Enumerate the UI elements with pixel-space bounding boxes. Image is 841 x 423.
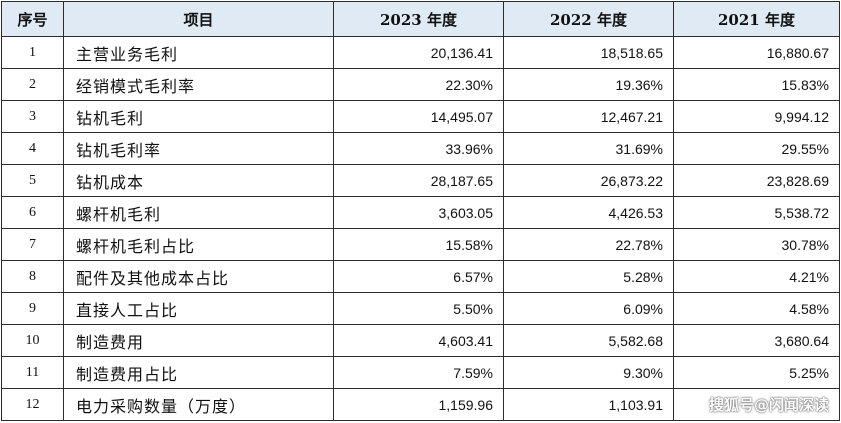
header-2022: 2022 年度 xyxy=(503,1,674,37)
cell-2021: 3,680.64 xyxy=(673,324,840,357)
cell-2021: 5,538.72 xyxy=(673,196,840,229)
cell-seq: 9 xyxy=(1,292,64,325)
table-row: 1 主营业务毛利 20,136.41 18,518.65 16,880.67 xyxy=(1,36,840,69)
table-row: 9 直接人工占比 5.50% 6.09% 4.58% xyxy=(1,292,840,325)
cell-2023: 22.30% xyxy=(333,68,504,101)
table-row: 8 配件及其他成本占比 6.57% 5.28% 4.21% xyxy=(1,260,840,293)
cell-seq: 2 xyxy=(1,68,64,101)
cell-2023: 20,136.41 xyxy=(333,36,504,69)
table-row: 12 电力采购数量（万度） 1,159.96 1,103.91 xyxy=(1,388,840,421)
cell-item: 钻机毛利 xyxy=(63,100,334,133)
cell-2022: 9.30% xyxy=(503,356,674,389)
cell-seq: 6 xyxy=(1,196,64,229)
table-row: 2 经销模式毛利率 22.30% 19.36% 15.83% xyxy=(1,68,840,101)
table-row: 4 钻机毛利率 33.96% 31.69% 29.55% xyxy=(1,132,840,165)
cell-seq: 3 xyxy=(1,100,64,133)
cell-2022: 4,426.53 xyxy=(503,196,674,229)
cell-item: 螺杆机毛利占比 xyxy=(63,228,334,261)
cell-2021: 4.58% xyxy=(673,292,840,325)
table-body: 1 主营业务毛利 20,136.41 18,518.65 16,880.67 2 经销模式毛… xyxy=(1,36,840,421)
table-row: 10 制造费用 4,603.41 5,582.68 3,680.64 xyxy=(1,324,840,357)
table-header: 序号 项目 2023 年度 2022 年度 2021 年度 xyxy=(1,1,840,37)
cell-2023: 14,495.07 xyxy=(333,100,504,133)
cell-2023: 3,603.05 xyxy=(333,196,504,229)
cell-seq: 10 xyxy=(1,324,64,357)
cell-seq: 5 xyxy=(1,164,64,197)
cell-2022: 6.09% xyxy=(503,292,674,325)
cell-2021: 30.78% xyxy=(673,228,840,261)
cell-seq: 7 xyxy=(1,228,64,261)
cell-2022: 1,103.91 xyxy=(503,388,674,421)
table-row: 6 螺杆机毛利 3,603.05 4,426.53 5,538.72 xyxy=(1,196,840,229)
cell-item: 钻机成本 xyxy=(63,164,334,197)
cell-2023: 7.59% xyxy=(333,356,504,389)
cell-item: 主营业务毛利 xyxy=(63,36,334,69)
header-2021: 2021 年度 xyxy=(673,1,840,37)
table-row: 3 钻机毛利 14,495.07 12,467.21 9,994.12 xyxy=(1,100,840,133)
cell-2022: 18,518.65 xyxy=(503,36,674,69)
cell-2023: 28,187.65 xyxy=(333,164,504,197)
cell-2021: 5.25% xyxy=(673,356,840,389)
table-row: 11 制造费用占比 7.59% 9.30% 5.25% xyxy=(1,356,840,389)
cell-2022: 22.78% xyxy=(503,228,674,261)
table-row: 5 钻机成本 28,187.65 26,873.22 23,828.69 xyxy=(1,164,840,197)
header-seq: 序号 xyxy=(1,1,64,37)
table-row: 7 螺杆机毛利占比 15.58% 22.78% 30.78% xyxy=(1,228,840,261)
cell-2021 xyxy=(673,388,840,421)
cell-2021: 9,994.12 xyxy=(673,100,840,133)
cell-seq: 4 xyxy=(1,132,64,165)
cell-2021: 29.55% xyxy=(673,132,840,165)
cell-2022: 5,582.68 xyxy=(503,324,674,357)
cell-item: 钻机毛利率 xyxy=(63,132,334,165)
cell-item: 配件及其他成本占比 xyxy=(63,260,334,293)
cell-2022: 5.28% xyxy=(503,260,674,293)
cell-2023: 6.57% xyxy=(333,260,504,293)
header-item: 项目 xyxy=(63,1,334,37)
cell-2023: 15.58% xyxy=(333,228,504,261)
cell-2022: 31.69% xyxy=(503,132,674,165)
cell-item: 螺杆机毛利 xyxy=(63,196,334,229)
cell-item: 制造费用 xyxy=(63,324,334,357)
cell-2023: 4,603.41 xyxy=(333,324,504,357)
cell-2022: 26,873.22 xyxy=(503,164,674,197)
header-row: 序号 项目 2023 年度 2022 年度 2021 年度 xyxy=(1,1,840,37)
cell-2023: 5.50% xyxy=(333,292,504,325)
cell-2022: 19.36% xyxy=(503,68,674,101)
cell-item: 电力采购数量（万度） xyxy=(63,388,334,421)
cell-2023: 1,159.96 xyxy=(333,388,504,421)
header-2023: 2023 年度 xyxy=(333,1,504,37)
cell-2021: 16,880.67 xyxy=(673,36,840,69)
cell-seq: 11 xyxy=(1,356,64,389)
cell-2021: 23,828.69 xyxy=(673,164,840,197)
cell-seq: 8 xyxy=(1,260,64,293)
cell-2023: 33.96% xyxy=(333,132,504,165)
cell-2021: 4.21% xyxy=(673,260,840,293)
cell-item: 经销模式毛利率 xyxy=(63,68,334,101)
cell-seq: 1 xyxy=(1,36,64,69)
cell-item: 直接人工占比 xyxy=(63,292,334,325)
cell-2022: 12,467.21 xyxy=(503,100,674,133)
cell-2021: 15.83% xyxy=(673,68,840,101)
cell-item: 制造费用占比 xyxy=(63,356,334,389)
cell-seq: 12 xyxy=(1,388,64,421)
watermark-text: 搜狐号@闪闻深读 xyxy=(708,396,829,414)
